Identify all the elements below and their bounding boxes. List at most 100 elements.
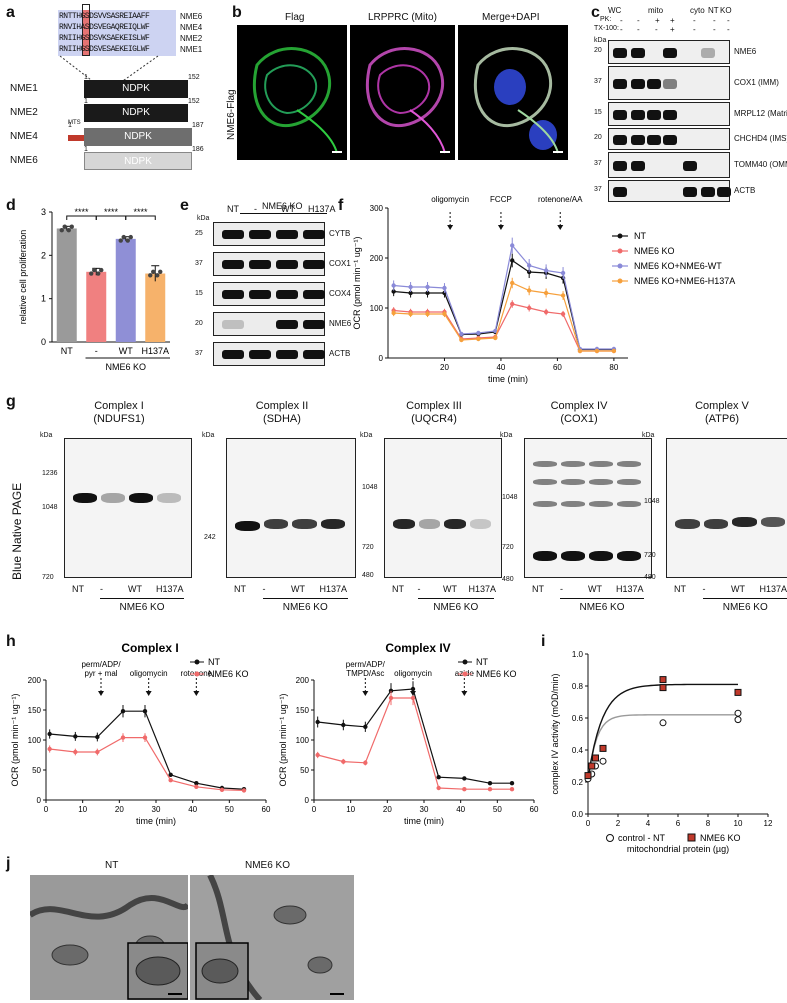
- mw-marker: 37: [195, 260, 203, 267]
- group-line: [702, 598, 787, 599]
- legend-label: NME6 KO+NME6-WT: [634, 261, 722, 271]
- data-point: [410, 695, 416, 701]
- mw-marker: 37: [195, 350, 203, 357]
- seq-name: NME6: [180, 12, 203, 21]
- pk-sign: +: [655, 16, 660, 25]
- blot-strip: [608, 128, 730, 150]
- blot-band: [613, 79, 627, 89]
- blot-band: [303, 230, 325, 239]
- data-point: [526, 263, 532, 268]
- mw-marker: 1048: [362, 484, 378, 491]
- x-tick-label: 0: [312, 805, 317, 814]
- blot-band: [631, 110, 645, 120]
- legend-label: NT: [634, 231, 646, 241]
- x-tick-label: 4: [646, 819, 651, 828]
- complementation-blots: NT - WT H137A 25 CYTB 37 COX1 15 COX4 20 NME6 37 ACTB: [195, 204, 351, 374]
- data-point: [510, 301, 515, 307]
- mw-marker: 25: [195, 230, 203, 237]
- y-tick-label: 0.2: [572, 778, 584, 787]
- mw-marker: 1048: [42, 504, 58, 511]
- x-tick-label: 40: [496, 363, 505, 372]
- em-image-ko: [190, 875, 354, 1000]
- panel-letter-b: b: [232, 4, 242, 21]
- complex-title: Complex IV: [550, 400, 608, 412]
- category-label: WT: [119, 346, 133, 356]
- data-point: [425, 284, 430, 290]
- data-point: [510, 280, 515, 286]
- data-point: [459, 337, 464, 343]
- bn-blot: [666, 438, 787, 578]
- lane-label: H137A: [156, 584, 184, 594]
- data-point: [526, 305, 532, 311]
- bn-blot: [64, 438, 192, 578]
- mw-marker: 15: [195, 290, 203, 297]
- blot-band: [663, 79, 677, 89]
- x-tick-label: 50: [225, 805, 234, 814]
- blot-strip: [213, 222, 325, 246]
- lane-label: WT: [588, 584, 602, 594]
- em-label-nt: NT: [105, 860, 119, 871]
- blot-band: [663, 48, 677, 58]
- blot-label: CYTB: [329, 229, 351, 238]
- x-tick-label: 60: [553, 363, 562, 372]
- data-point: [487, 781, 493, 786]
- data-point: [47, 731, 52, 737]
- data-point: [560, 311, 566, 317]
- bn-band: [101, 493, 125, 503]
- bn-band: [589, 479, 613, 485]
- mw-marker: 720: [502, 544, 514, 551]
- sig-stars: ****: [74, 207, 89, 217]
- bn-band: [235, 521, 260, 531]
- bn-band: [675, 519, 700, 529]
- data-point: [62, 224, 67, 229]
- x-tick-label: 30: [420, 805, 429, 814]
- chart-title: Complex I: [121, 641, 178, 655]
- annotation-arrowhead: [193, 691, 200, 696]
- data-point: [459, 331, 464, 337]
- blot-band: [303, 320, 325, 329]
- y-tick-label: 0.8: [572, 682, 584, 691]
- legend-label: control - NT: [618, 833, 666, 843]
- legend-label: NME6 KO: [634, 246, 675, 256]
- x-axis-label: time (min): [136, 816, 176, 826]
- data-point: [341, 759, 346, 764]
- complex-i-ocr-chart: Complex I 0 50 100 150 200 0 10 20 30 40 50 60 time (…: [10, 641, 271, 826]
- col-group: KO: [720, 6, 732, 15]
- data-point: [194, 781, 199, 786]
- annotation-arrowhead: [362, 691, 369, 696]
- lane-label: NT: [392, 584, 404, 594]
- blot-strip: [213, 312, 325, 336]
- annotation-arrowhead: [557, 225, 564, 230]
- y-tick-label: 150: [28, 706, 42, 715]
- alignment-shading: [58, 10, 176, 56]
- seq-row: RNTTHGSDSVVSASREIAAFF: [59, 12, 150, 21]
- bn-band: [533, 479, 557, 485]
- treatment-signs: - - + + - - - - - - + - - -: [615, 16, 735, 36]
- y-tick-label: 200: [370, 254, 384, 263]
- data-point: [442, 311, 447, 317]
- blot-band: [222, 230, 244, 239]
- legend-label: NT: [476, 657, 488, 667]
- data-point: [543, 268, 549, 273]
- lane-label: -: [262, 584, 266, 594]
- group-label: NME6 KO: [722, 602, 768, 613]
- blot-strip: [608, 180, 731, 202]
- x-tick-label: 10: [734, 819, 743, 828]
- em-image-nt: [30, 875, 188, 1000]
- annotation-arrowhead: [145, 691, 152, 696]
- panel-letter-a: a: [6, 4, 15, 21]
- annotation-label: perm/ADP/: [81, 660, 121, 669]
- blot-band: [631, 135, 645, 145]
- data-point: [734, 688, 742, 696]
- panel-letter-h: h: [6, 633, 16, 650]
- category-label: -: [95, 346, 98, 356]
- data-point: [476, 336, 481, 342]
- y-tick-label: 1: [41, 294, 46, 304]
- data-point: [442, 285, 447, 291]
- data-point: [408, 290, 413, 296]
- legend-swatch-dot: [617, 248, 623, 254]
- legend-label: NME6 KO: [476, 669, 517, 679]
- lane-label: WT: [443, 584, 457, 594]
- bn-page-label: Blue Native PAGE: [10, 482, 24, 580]
- category-label: H137A: [141, 346, 169, 356]
